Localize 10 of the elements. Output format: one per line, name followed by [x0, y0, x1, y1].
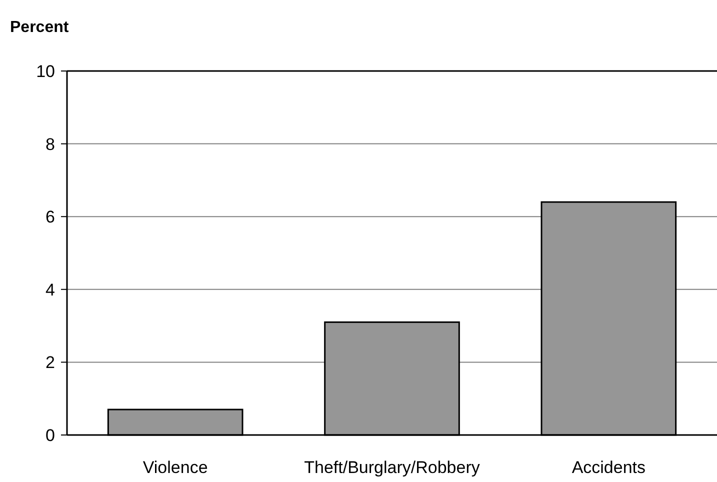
- y-tick-label: 6: [46, 208, 55, 227]
- y-tick-label: 8: [46, 134, 55, 154]
- y-axis-title: Percent: [10, 19, 70, 36]
- y-tick-label: 0: [46, 426, 55, 445]
- y-tick-label: 10: [36, 62, 55, 81]
- y-tick-label: 2: [46, 353, 55, 372]
- x-tick-label: Violence: [142, 458, 208, 477]
- x-tick-label: Theft/Burglary/Robbery: [304, 458, 480, 477]
- y-tick-label: 4: [46, 280, 55, 300]
- x-tick-label: Accidents: [572, 458, 646, 477]
